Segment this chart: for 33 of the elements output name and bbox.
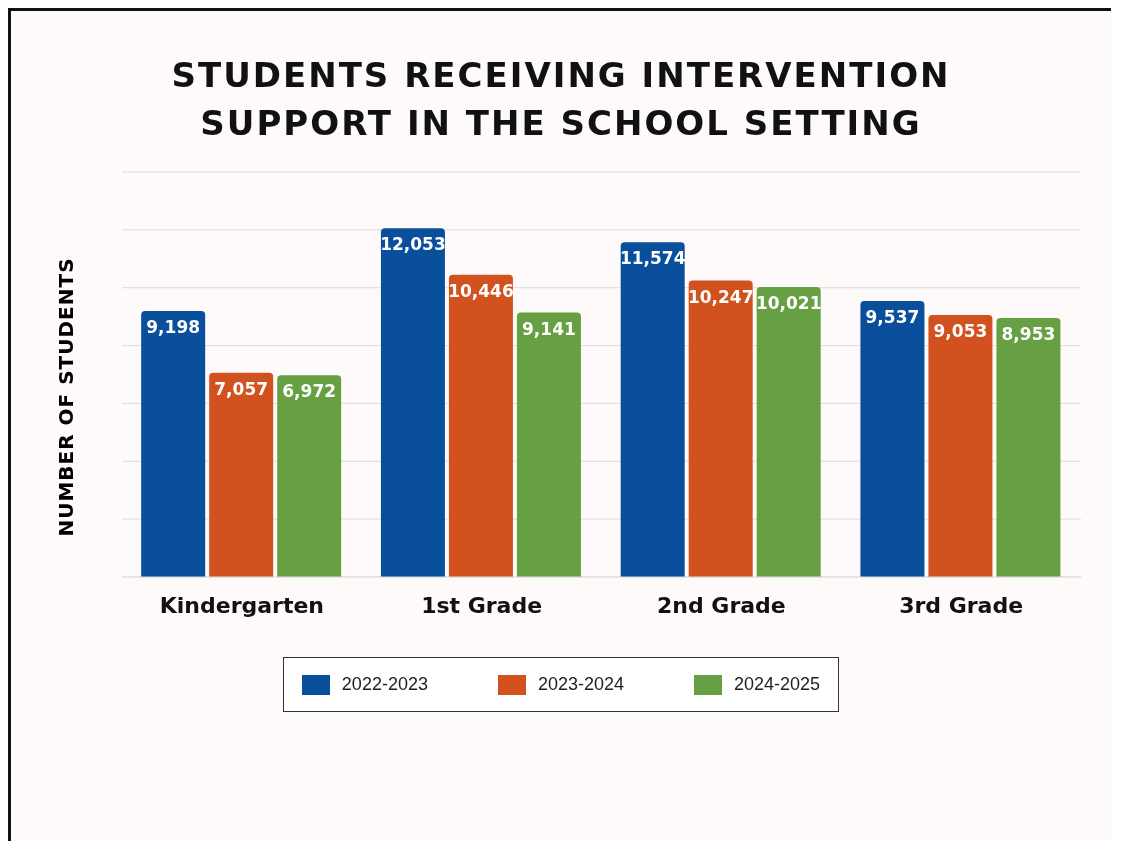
bar <box>996 318 1061 577</box>
data-label: 10,446 <box>448 280 514 301</box>
legend-label: 2022-2023 <box>341 674 428 695</box>
chart-title: STUDENTS RECEIVING INTERVENTION SUPPORT IN THE SCHOOL SETTING <box>170 54 952 145</box>
data-label: 9,141 <box>522 318 576 339</box>
bar <box>448 274 513 577</box>
data-label: 10,021 <box>755 293 822 314</box>
data-label: 9,537 <box>865 307 920 328</box>
x-tick-label: 2nd Grade <box>656 592 786 618</box>
bar <box>620 242 685 577</box>
bar <box>277 375 342 577</box>
data-label: 9,053 <box>933 321 988 342</box>
data-label: 9,198 <box>146 316 201 337</box>
x-tick-label: Kindergarten <box>159 592 325 618</box>
x-tick-label: 1st Grade <box>421 592 543 618</box>
data-label: 7,057 <box>214 378 269 399</box>
data-label: 11,574 <box>619 248 686 269</box>
data-label: 8,953 <box>1001 324 1056 344</box>
bar <box>928 315 993 577</box>
bar <box>860 301 925 577</box>
data-label: 10,247 <box>687 286 754 307</box>
bar <box>516 312 581 577</box>
x-tick-label: 3rd Grade <box>899 592 1024 618</box>
bar <box>141 310 206 577</box>
legend-label: 2024-2025 <box>734 674 821 695</box>
bar <box>688 280 753 577</box>
data-label: 6,972 <box>282 381 337 402</box>
data-label: 12,053 <box>380 234 446 255</box>
bar <box>380 228 445 577</box>
bar <box>209 372 274 577</box>
bar <box>756 287 821 577</box>
legend-label: 2023-2024 <box>537 674 625 695</box>
y-axis-title: NUMBER OF STUDENTS <box>54 257 78 537</box>
